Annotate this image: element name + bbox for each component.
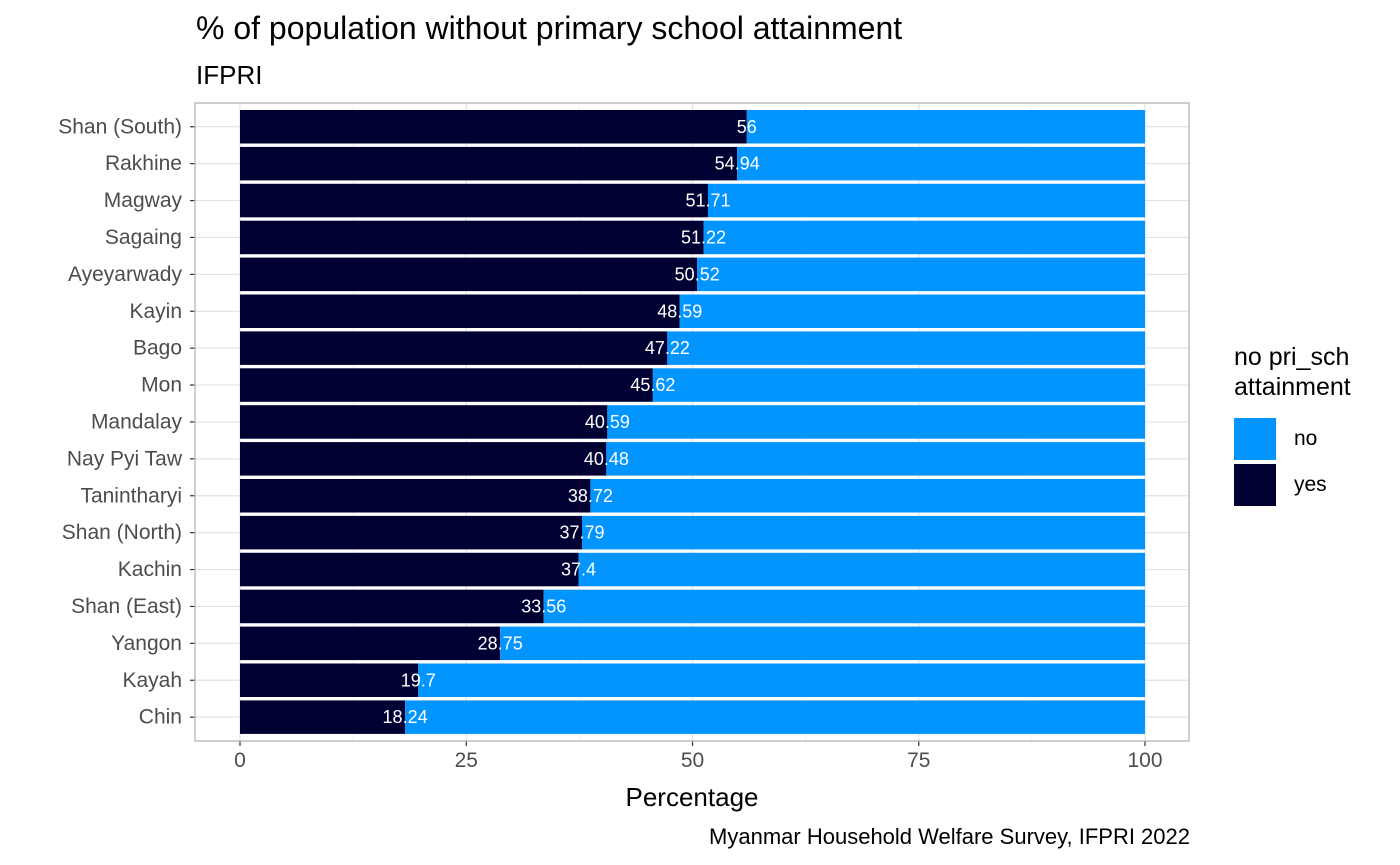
bar-yes <box>240 331 668 365</box>
bar-no <box>737 146 1145 181</box>
y-tick-label: Ayeyarwady <box>68 263 183 286</box>
x-tick-label: 50 <box>681 749 704 772</box>
x-tick-label: 75 <box>907 749 930 772</box>
y-tick-label: Kayah <box>122 669 182 692</box>
bar-yes <box>240 663 419 697</box>
bar-no <box>418 663 1145 697</box>
data-label: 51.22 <box>681 227 726 247</box>
data-label: 28.75 <box>478 633 523 653</box>
data-label: 37.79 <box>559 523 604 543</box>
data-label: 54.94 <box>715 154 760 174</box>
legend-label-yes: yes <box>1294 473 1327 496</box>
data-labels: 5654.9451.7151.2250.5248.5947.2245.6240.… <box>383 117 760 727</box>
x-axis: 0 25 50 75 100 <box>234 741 1163 772</box>
data-label: 51.71 <box>685 191 730 211</box>
data-label: 37.4 <box>561 560 596 580</box>
bar-no <box>500 626 1145 661</box>
y-tick-label: Chin <box>139 706 182 729</box>
y-tick-label: Kachin <box>118 558 182 581</box>
x-tick-label: 100 <box>1127 749 1162 772</box>
bars <box>240 110 1145 734</box>
data-label: 38.72 <box>568 486 613 506</box>
bar-no <box>703 220 1145 255</box>
bar-no <box>581 515 1145 550</box>
bar-yes <box>240 294 680 328</box>
data-label: 19.7 <box>401 670 436 690</box>
bar-yes <box>240 146 738 181</box>
y-axis: Shan (South) Rakhine Magway Sagaing Ayeyarwa… <box>58 115 195 729</box>
bar-yes <box>240 589 544 624</box>
bar-no <box>667 331 1145 365</box>
y-tick-label: Magway <box>104 189 183 212</box>
bar-no <box>590 479 1145 513</box>
chart-title: % of population without primary school a… <box>196 10 903 46</box>
y-tick-label: Shan (North) <box>62 521 182 544</box>
x-tick-label: 25 <box>455 749 478 772</box>
bar-yes <box>240 368 653 402</box>
y-tick-label: Shan (East) <box>71 595 182 618</box>
bar-no <box>707 183 1145 218</box>
y-tick-label: Kayin <box>129 300 182 323</box>
data-label: 47.22 <box>645 338 690 358</box>
y-tick-label: Sagaing <box>105 226 182 249</box>
bar-no <box>578 552 1145 587</box>
bar-yes <box>240 479 591 513</box>
bar-no <box>543 589 1145 624</box>
bar-yes <box>240 442 607 476</box>
y-tick-label: Nay Pyi Taw <box>67 447 183 470</box>
bar-yes <box>240 626 501 661</box>
y-tick-label: Mandalay <box>91 410 183 433</box>
data-label: 56 <box>737 117 757 137</box>
bar-yes <box>240 220 704 255</box>
bar-no <box>607 405 1145 439</box>
legend-key-yes <box>1234 464 1276 506</box>
chart-caption: Myanmar Household Welfare Survey, IFPRI … <box>709 824 1190 849</box>
legend-item-yes: yes <box>1234 462 1351 508</box>
data-label: 48.59 <box>657 301 702 321</box>
bar-yes <box>240 700 406 734</box>
legend-item-no: no <box>1234 416 1351 462</box>
y-tick-label: Bago <box>133 337 182 360</box>
x-axis-title: Percentage <box>626 782 759 812</box>
data-label: 40.48 <box>584 449 629 469</box>
bar-no <box>697 257 1145 292</box>
data-label: 40.59 <box>585 412 630 432</box>
bar-no <box>746 110 1145 144</box>
bar-yes <box>240 515 582 550</box>
legend-key-no <box>1234 418 1276 460</box>
data-label: 45.62 <box>630 375 675 395</box>
panel-border <box>194 102 1190 742</box>
y-tick-label: Rakhine <box>105 152 182 175</box>
bar-no <box>606 442 1145 476</box>
legend: no pri_sch attainment no yes <box>1234 342 1351 508</box>
data-label: 50.52 <box>675 264 720 284</box>
data-label: 33.56 <box>521 596 566 616</box>
bar-no <box>679 294 1145 328</box>
bar-yes <box>240 405 608 439</box>
legend-title: no pri_sch attainment <box>1234 343 1351 401</box>
bar-no <box>405 700 1145 734</box>
bar-yes <box>240 183 708 218</box>
legend-label-no: no <box>1294 427 1318 450</box>
bar-no <box>652 368 1145 402</box>
y-tick-label: Tanintharyi <box>80 484 182 507</box>
y-tick-label: Mon <box>141 374 182 397</box>
bar-yes <box>240 552 579 587</box>
y-tick-label: Shan (South) <box>58 115 182 138</box>
data-label: 18.24 <box>383 707 428 727</box>
bar-yes <box>240 110 747 144</box>
x-tick-label: 0 <box>234 749 246 772</box>
chart-subtitle: IFPRI <box>196 60 263 90</box>
bar-yes <box>240 257 698 292</box>
y-tick-label: Yangon <box>111 632 182 655</box>
